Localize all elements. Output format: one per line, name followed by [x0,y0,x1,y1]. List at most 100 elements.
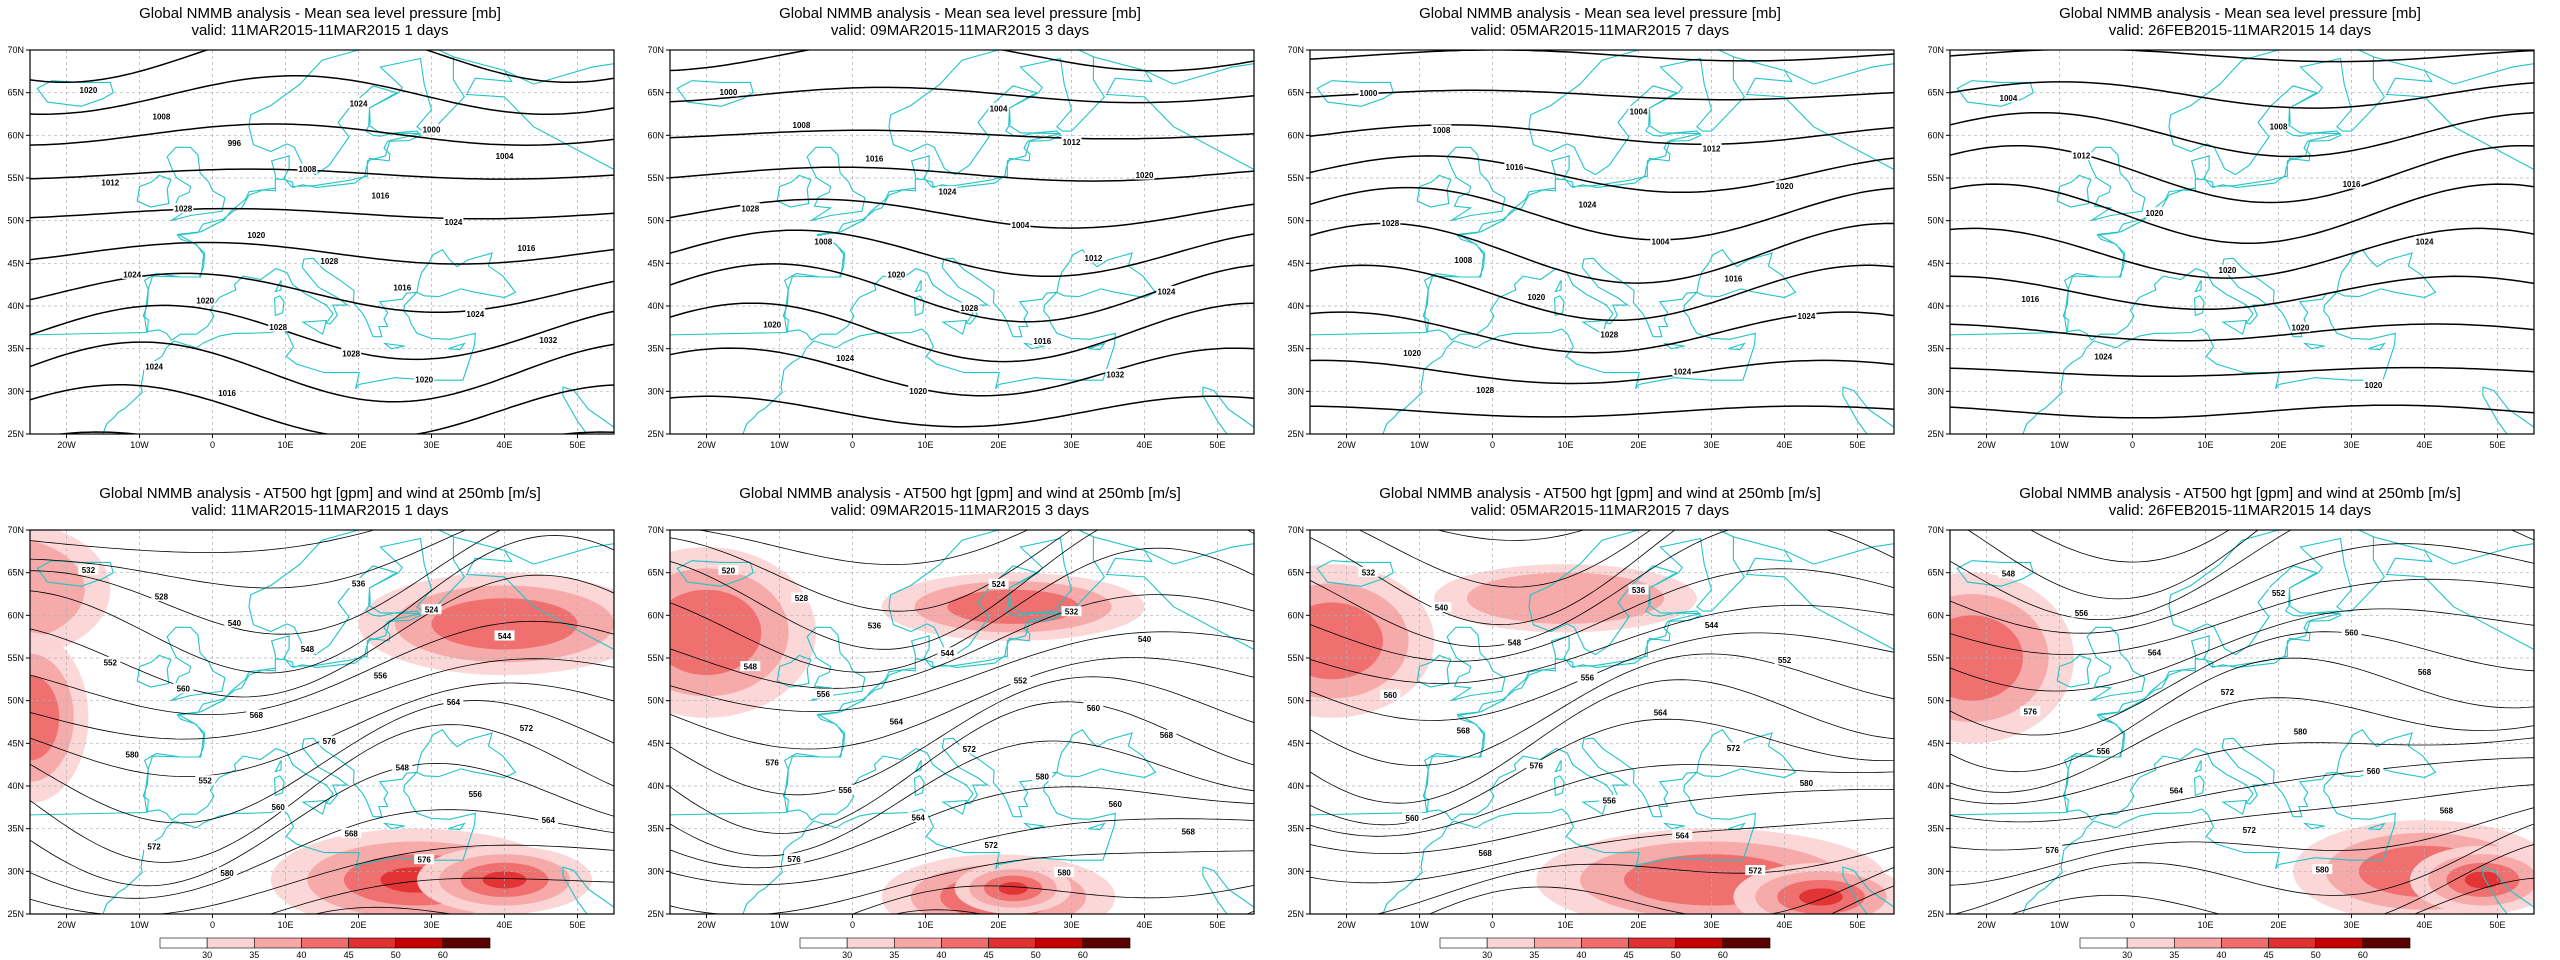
panel-title: Global NMMB analysis - AT500 hgt [gpm] a… [2019,485,2461,502]
contour-label: 1024 [2094,352,2112,361]
coastline [806,626,866,702]
height-contour [30,658,614,740]
contour-label: 556 [2075,609,2089,618]
contour-label-bg [1402,347,1423,358]
panel-subtitle: valid: 09MAR2015-11MAR2015 3 days [830,502,1090,519]
coastline [2221,319,2248,336]
contour-label: 576 [787,855,801,864]
height-contour [1428,866,1894,914]
colorbar-label: 45 [344,950,354,960]
panel-title: Global NMMB analysis - AT500 hgt [gpm] a… [739,485,1181,502]
coastline [382,342,405,350]
longitude-label: 50E [2489,440,2505,450]
contour-label: 552 [1778,656,1792,665]
coastline [30,50,614,434]
contour-label-bg [1032,770,1053,781]
isobar-contour [1310,264,1894,322]
latitude-label: 65N [1927,88,1944,98]
latitude-label: 60N [647,610,664,620]
colorbar-segment [348,937,397,949]
contour-label: 568 [1182,827,1196,836]
contour-label: 1016 [866,154,884,163]
contour-label-bg [2093,745,2114,756]
colorbar-label: 60 [2358,950,2368,960]
panel-subtitle: valid: 11MAR2015-11MAR2015 1 days [191,502,449,519]
contour-label: 564 [1676,832,1690,841]
contour-label-bg [465,308,486,319]
latitude-label: 45N [647,738,664,748]
contour-label-bg [1526,291,1547,302]
colorbar-segment [206,937,255,949]
colorbar-segment [1035,937,1084,949]
coastline [2194,280,2202,293]
contour-label-bg [1453,254,1474,265]
contour-label-bg [78,564,99,575]
panel-subtitle: valid: 26FEB2015-11MAR2015 14 days [2108,502,2372,519]
isobar-contour [1310,186,1894,241]
isobar-contour [670,129,1254,140]
longitude-label: 40E [1776,440,1792,450]
coastline [2302,822,2325,830]
coastline [1950,530,2534,914]
map-frame [1309,49,1895,435]
isobar-contour [670,50,1254,72]
coastline [676,560,754,587]
isobar-contour [1310,359,1894,385]
latitude-label: 55N [647,173,664,183]
coastline [1416,174,1452,208]
isobar-contour [1310,124,1894,146]
height-contour [1310,718,1894,826]
contour-label: 1016 [218,389,236,398]
height-contour [30,844,614,914]
latitude-label: 50N [1287,216,1304,226]
latitude-label: 40N [647,301,664,311]
latitude-label: 45N [7,738,24,748]
latitude-label: 35N [1287,344,1304,354]
contour-label-bg [835,784,856,795]
latitude-label: 50N [7,696,24,706]
latitude-label: 70N [647,525,664,535]
isobar-contour [1950,404,2534,419]
latitude-label: 55N [1287,653,1304,663]
latitude-label: 60N [1287,610,1304,620]
isobar-contour [1950,275,2534,311]
latitude-label: 50N [1927,216,1944,226]
contour-label-bg [392,282,413,293]
contour-label: 564 [890,718,904,727]
coastline [941,799,968,816]
wind-speed-shading [998,882,1028,895]
longitude-label: 30E [1703,920,1719,930]
longitude-label: 20E [2270,920,2286,930]
contour-label: 564 [1654,709,1668,718]
latitude-label: 55N [7,173,24,183]
colorbar-segment [2221,937,2269,949]
longitude-label: 10E [277,920,293,930]
contour-label-bg [1577,198,1598,209]
contour-label: 1000 [720,88,738,97]
contour-label-bg [740,202,761,213]
contour-label: 1008 [793,121,811,130]
latitude-label: 30N [1287,866,1304,876]
isobar-contour [655,444,1268,459]
contour-label: 1008 [1433,126,1451,135]
contour-label-bg [740,661,761,672]
contour-label: 1028 [1600,330,1618,339]
longitude-label: 30E [1063,920,1079,930]
contour-label-bg [268,321,289,332]
coastline [166,146,226,222]
isobar-contour [30,341,614,403]
coastline [914,295,925,317]
contour-label: 540 [1435,603,1449,612]
latitude-label: 50N [1287,696,1304,706]
isobar-contour [1950,144,2534,204]
latitude-label: 70N [7,525,24,535]
contour-label-bg [173,203,194,214]
contour-label: 564 [447,698,461,707]
contour-label-bg [988,103,1009,114]
contour-label: 1024 [2416,238,2434,247]
colorbar-label: 40 [1576,950,1586,960]
contour-label: 528 [795,594,809,603]
longitude-label: 10E [2197,440,2213,450]
coastline [914,760,922,773]
contour-label-bg [100,176,121,187]
